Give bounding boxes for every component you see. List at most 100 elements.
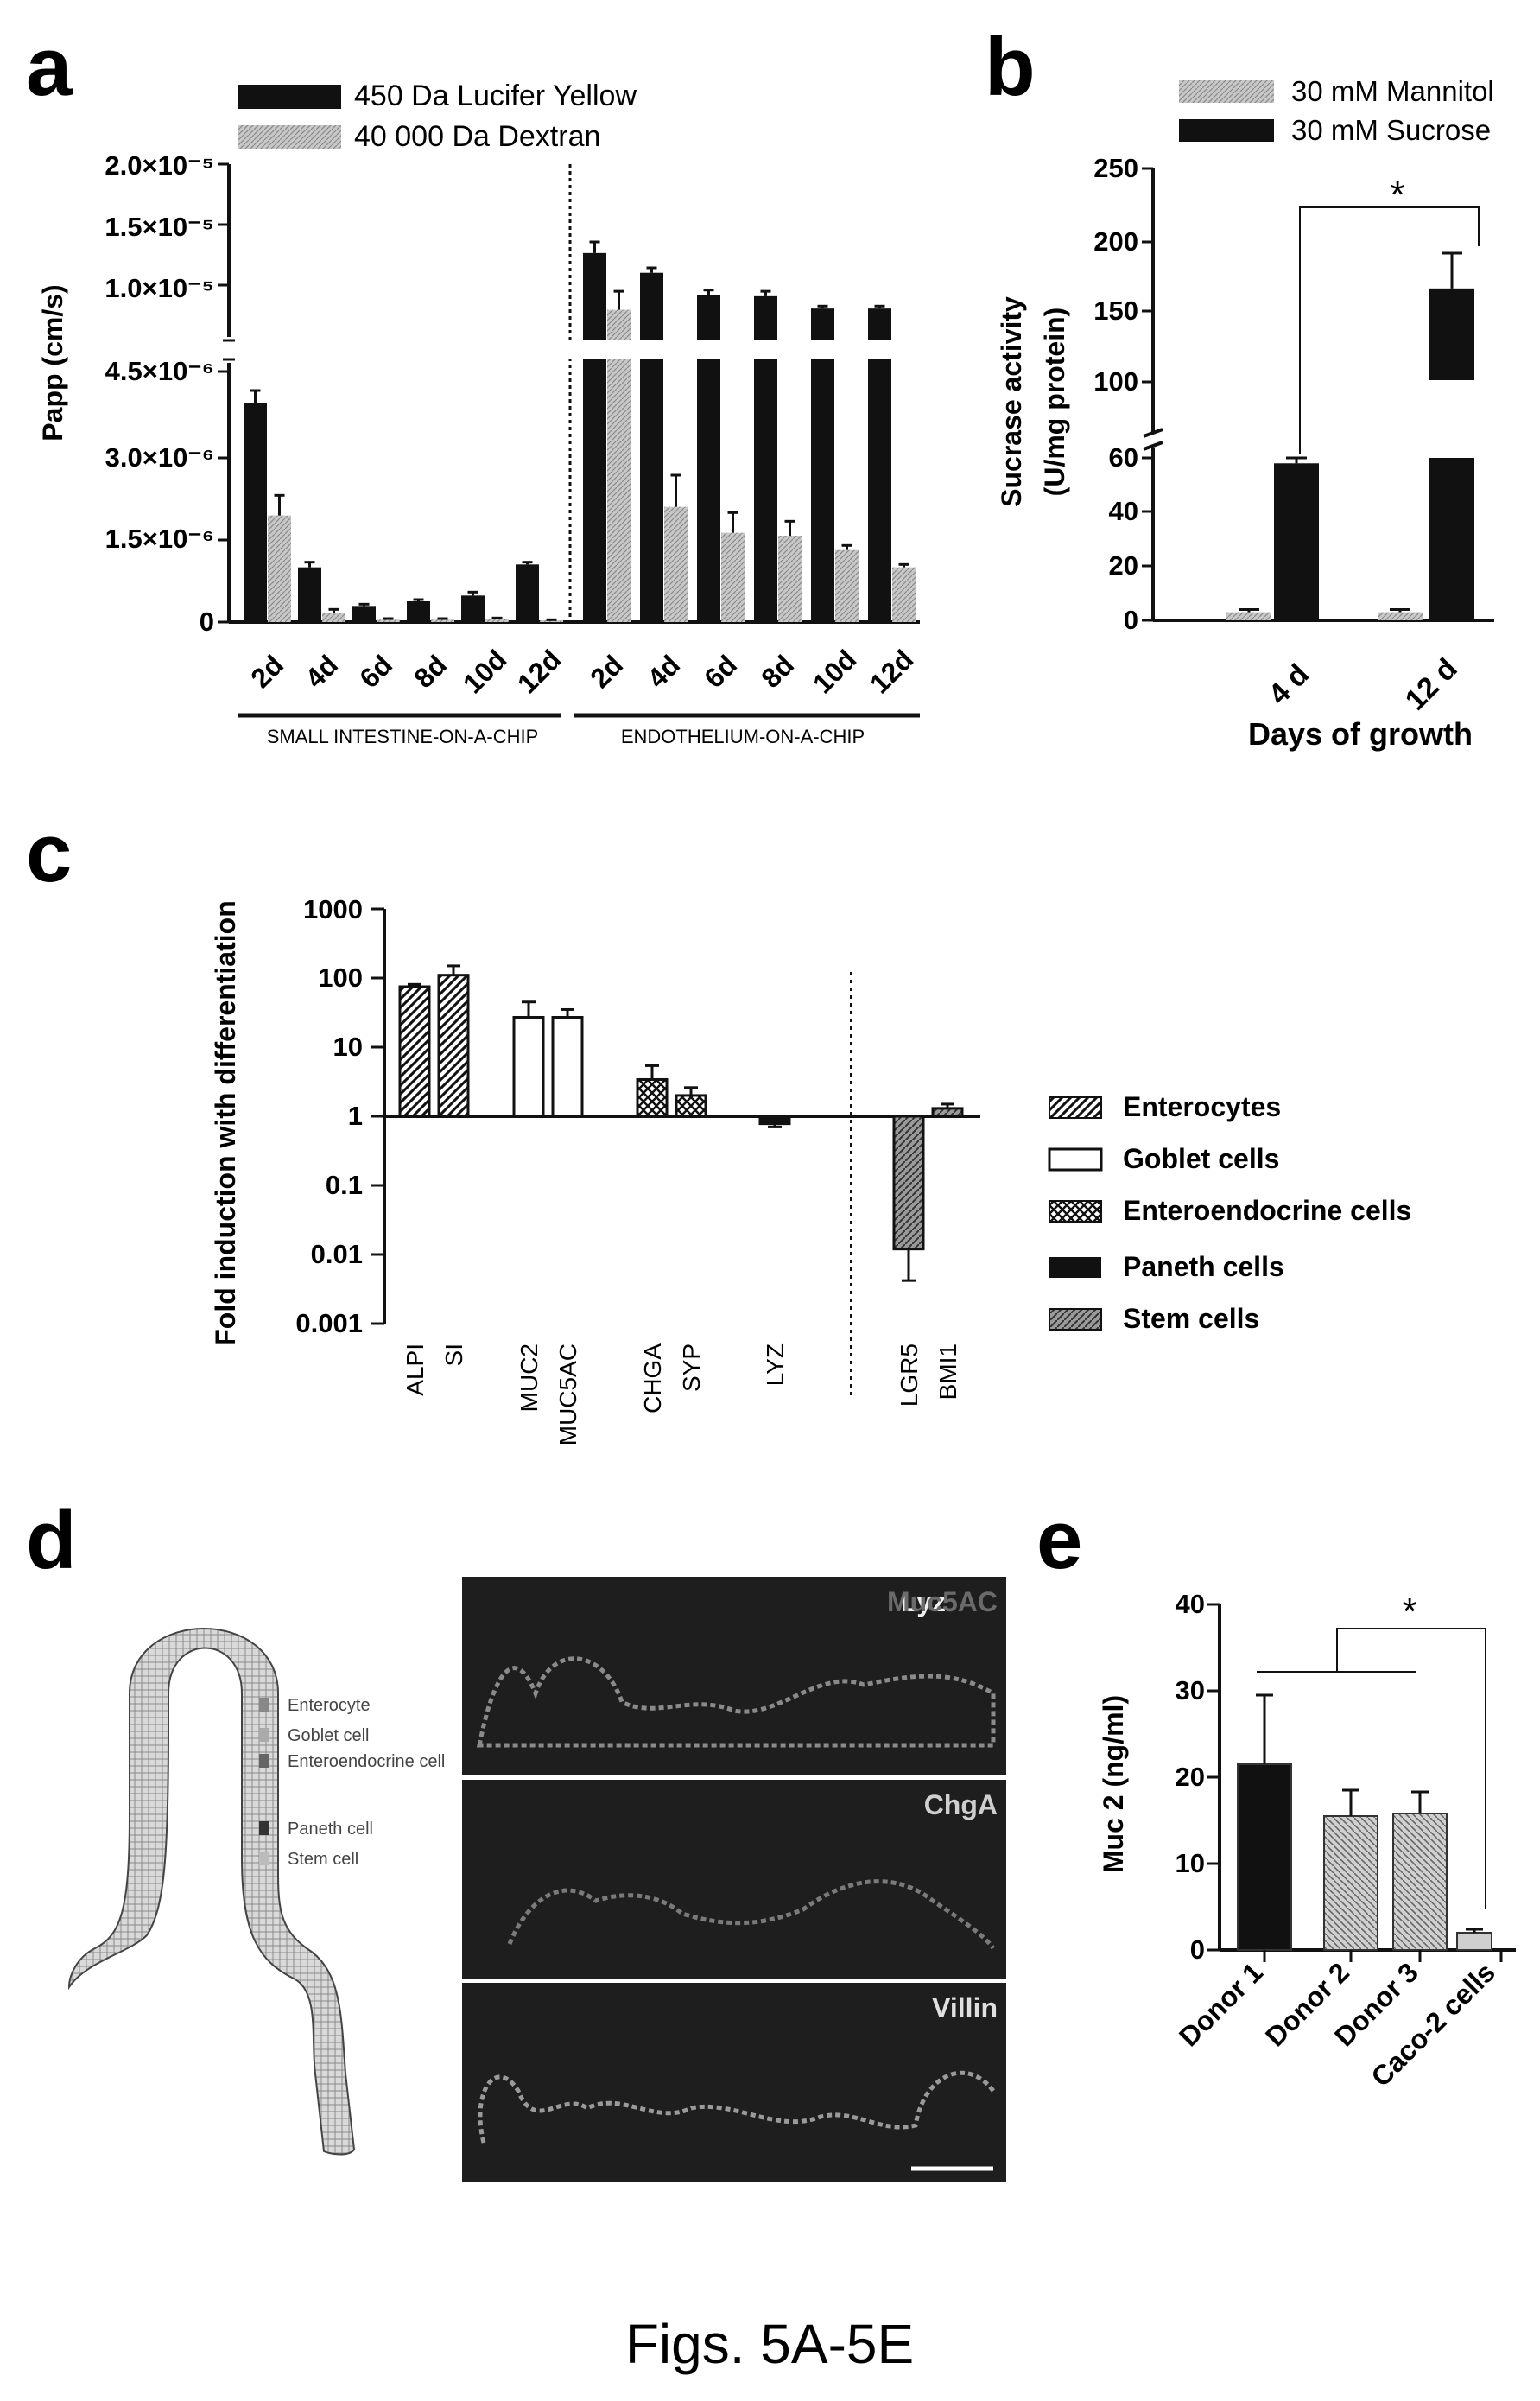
xtick-label: 4d: [641, 649, 686, 694]
panel-c-xlabels: ALPI SI MUC2 MUC5AC CHGA SYP LYZ LGR5 BMI1: [402, 1343, 961, 1446]
xtick-label: 10d: [457, 644, 512, 699]
legend-label-stem: Stem cells: [1123, 1303, 1259, 1334]
ytick-label: 0.1: [326, 1170, 363, 1200]
ytick-label: 250: [1093, 153, 1138, 183]
panel-a: a 450 Da Lucifer Yellow 40 000 Da Dextra…: [26, 21, 924, 747]
xtick-label: CHGA: [639, 1343, 666, 1413]
legend-label-goblet-cell: Goblet cell: [288, 1726, 370, 1745]
legend-swatch-enterocytes: [1049, 1096, 1102, 1119]
panel-e-letter: e: [1036, 1494, 1082, 1586]
legend-swatch-enteroendocrine-cell: [259, 1754, 269, 1768]
panel-e-yticks: 40 30 20 10 0: [1176, 1589, 1205, 1965]
panel-b-ylabel-line2: (U/mg protein): [1039, 308, 1070, 497]
bar-dextran: [377, 619, 400, 622]
ytick-label: 20: [1109, 550, 1138, 581]
legend-label-goblet: Goblet cells: [1123, 1143, 1279, 1174]
image-label-chga: ChgA: [924, 1789, 998, 1820]
legend-label-enteroendocrine: Enteroendocrine cells: [1123, 1195, 1411, 1226]
bar-lucifer-yellow: [868, 308, 891, 622]
bar-lucifer-yellow: [640, 272, 663, 622]
legend-swatch-goblet-cell: [259, 1728, 269, 1742]
ytick-label: 10: [333, 1032, 363, 1062]
bar-donor-2: [1323, 1815, 1378, 1951]
microscopy-image-2: ChgA: [462, 1780, 1006, 1979]
legend-label-lucifer-yellow: 450 Da Lucifer Yellow: [354, 79, 637, 112]
panel-a-letter: a: [26, 21, 73, 113]
bar-muc2: [512, 1015, 545, 1118]
ytick-label: 10: [1176, 1848, 1205, 1878]
panel-a-yticks: 2.0×10⁻⁵ 1.5×10⁻⁵ 1.0×10⁻⁵ 4.5×10⁻⁶ 3.0×…: [105, 150, 214, 637]
ytick-label: 3.0×10⁻⁶: [105, 442, 214, 473]
panel-c-legend: Enterocytes Goblet cells Enteroendocrine…: [1048, 1091, 1411, 1334]
ytick-label: 4.5×10⁻⁶: [105, 356, 214, 386]
image-label-lyz: Lyz: [901, 1586, 946, 1617]
microscopy-image-3: Villin: [462, 1983, 1006, 2182]
ytick-label: 0.001: [295, 1308, 363, 1338]
bar-dextran: [431, 619, 454, 622]
xtick-label: 8d: [408, 649, 453, 694]
bar-sucrose-lower: [1429, 458, 1474, 620]
legend-label-enterocyte: Enterocyte: [288, 1696, 371, 1715]
xtick-label: LGR5: [896, 1343, 922, 1407]
xtick-label-4d: 4 d: [1262, 657, 1315, 711]
bar-lucifer-yellow: [516, 564, 539, 622]
bar-lucifer-yellow: [407, 601, 430, 622]
tissue-outline: [507, 1879, 996, 1950]
bar-syp: [675, 1094, 707, 1118]
xtick-label: MUC2: [516, 1343, 542, 1412]
legend-swatch-stem-cell: [259, 1852, 269, 1865]
bar-alpi: [398, 985, 431, 1118]
xtick-label: Donor 1: [1173, 1956, 1269, 2052]
ytick-label: 150: [1093, 295, 1138, 326]
legend-swatch-goblet: [1048, 1147, 1103, 1172]
legend-swatch-mannitol: [1179, 80, 1274, 103]
bar-dextran: [540, 620, 563, 622]
panel-b-letter: b: [985, 21, 1036, 113]
significance-bracket: [1299, 206, 1480, 454]
bar-lucifer-yellow: [461, 595, 485, 622]
bar-muc5ac: [551, 1015, 584, 1118]
image-label-villin: Villin: [932, 1992, 998, 2023]
panel-c-bars: [398, 964, 964, 1282]
xtick-label: LYZ: [762, 1343, 789, 1386]
figure-caption: Figs. 5A-5E: [625, 2313, 914, 2375]
xtick-label: 8d: [755, 649, 800, 694]
axis-break-gap: [220, 340, 924, 359]
panel-b-yticks: 250 200 150 100 60 40 20 0: [1093, 153, 1138, 635]
panel-c-letter: c: [26, 807, 72, 899]
legend-swatch-sucrose: [1179, 119, 1274, 142]
xtick-label: 2d: [584, 649, 629, 694]
ytick-label: 1.5×10⁻⁵: [105, 212, 214, 242]
ytick-label: 0: [1190, 1934, 1205, 1965]
panel-e: e Muc 2 (ng/ml) 40 30 20 10 0 Donor 1Don…: [1036, 1494, 1516, 2093]
bar-mannitol: [1378, 612, 1423, 620]
bar-dextran: [607, 309, 631, 622]
legend-swatch-paneth-cell: [259, 1821, 269, 1835]
tissue-outline: [476, 1656, 996, 1748]
group-label-small-intestine: SMALL INTESTINE-ON-A-CHIP: [267, 726, 539, 747]
bar-dextran: [664, 506, 688, 622]
bar-lgr5: [892, 1115, 925, 1251]
xtick-label: MUC5AC: [555, 1343, 581, 1445]
panel-b-xlabel: Days of growth: [1248, 716, 1473, 752]
bar-dextran: [892, 567, 916, 622]
microscopy-image-1: Lyz Muc5AC: [462, 1577, 1006, 1775]
image-label-muc5ac: Muc5AC: [887, 1586, 998, 1617]
bar-chga: [636, 1077, 669, 1118]
legend-label-paneth-cell: Paneth cell: [288, 1820, 373, 1839]
legend-swatch-paneth: [1049, 1257, 1101, 1278]
bar-dextran: [721, 532, 745, 622]
legend-swatch-enteroendocrine: [1049, 1200, 1102, 1223]
ytick-label: 40: [1176, 1589, 1205, 1619]
legend-label-sucrose: 30 mM Sucrose: [1291, 114, 1491, 146]
ytick-label: 0: [1124, 605, 1138, 635]
bar-donor-3: [1392, 1813, 1448, 1951]
panel-a-legend: 450 Da Lucifer Yellow 40 000 Da Dextran: [238, 79, 637, 153]
bar-lyz: [758, 1115, 791, 1126]
panel-a-bars: [220, 240, 924, 622]
panel-b-legend: 30 mM Mannitol 30 mM Sucrose: [1179, 75, 1494, 146]
legend-label-mannitol: 30 mM Mannitol: [1291, 75, 1494, 107]
